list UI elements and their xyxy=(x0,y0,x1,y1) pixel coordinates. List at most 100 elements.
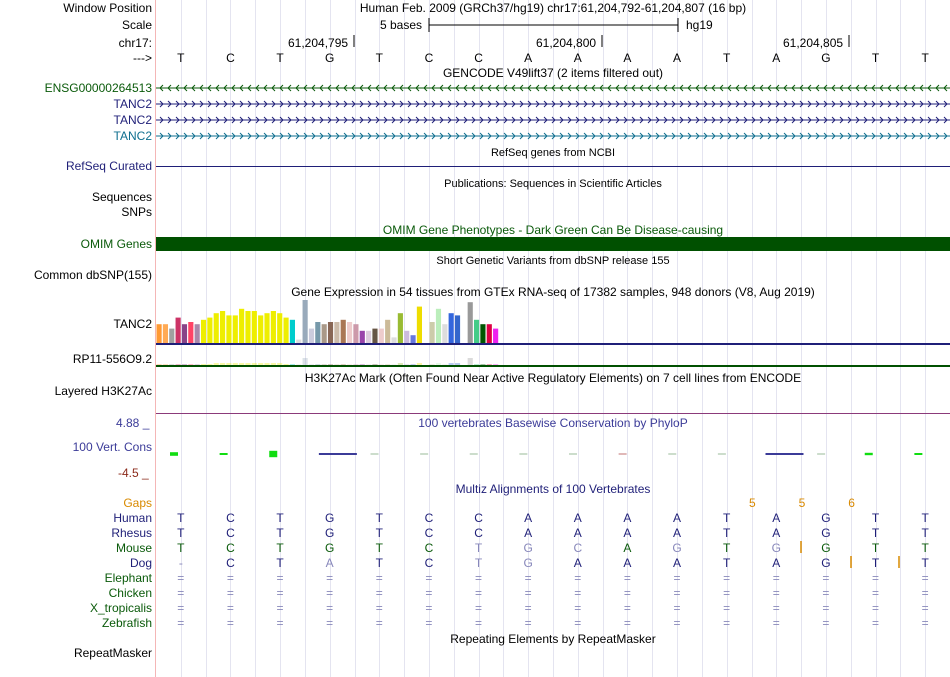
gtex-tissue-bar-gene2[interactable] xyxy=(289,364,295,365)
gtex-tissue-bar[interactable] xyxy=(315,322,321,344)
position-title[interactable]: Human Feb. 2009 (GRCh37/hg19) chr17:61,2… xyxy=(359,1,747,15)
publications-snps-label[interactable]: SNPs xyxy=(121,205,152,219)
gtex-tissue-bar-gene2[interactable] xyxy=(404,364,410,365)
phylop-score-bar[interactable] xyxy=(318,453,357,455)
refseq-title[interactable]: RefSeq genes from NCBI xyxy=(490,147,616,159)
gtex-tissue-bar-gene2[interactable] xyxy=(277,363,283,365)
gtex-tissue-bar-gene2[interactable] xyxy=(397,363,403,365)
gtex-tissue-bar-gene2[interactable] xyxy=(359,364,365,365)
gtex-tissue-bar[interactable] xyxy=(270,311,276,344)
gtex-tissue-bar[interactable] xyxy=(334,322,340,344)
gtex-tissue-bar[interactable] xyxy=(239,308,245,344)
gtex-tissue-bar-gene2[interactable] xyxy=(391,364,397,365)
gtex-tissue-bar-gene2[interactable] xyxy=(162,364,168,365)
gtex-tissue-bar[interactable] xyxy=(347,322,353,344)
gtex-tissue-bar-gene2[interactable] xyxy=(264,363,270,365)
dbsnp-label[interactable]: Common dbSNP(155) xyxy=(33,268,152,282)
gtex-tissue-bar[interactable] xyxy=(486,324,492,344)
gtex-tissue-bar-gene2[interactable] xyxy=(239,363,245,365)
gtex-title[interactable]: Gene Expression in 54 tissues from GTEx … xyxy=(291,285,815,299)
gtex-tissue-bar[interactable] xyxy=(454,315,461,344)
gtex-tissue-bar[interactable] xyxy=(181,324,188,344)
gtex-tissue-bar-gene2[interactable] xyxy=(315,364,321,365)
gtex-tissue-bar-gene2[interactable] xyxy=(270,363,276,365)
omim-feature-bar[interactable] xyxy=(156,237,950,251)
multiz-species-label[interactable]: X_tropicalis xyxy=(89,601,152,615)
gtex-tissue-bar[interactable] xyxy=(385,319,391,344)
phylop-score-bar[interactable] xyxy=(765,453,804,455)
gtex-tissue-bar[interactable] xyxy=(308,328,315,344)
gtex-tissue-bar-gene2[interactable] xyxy=(416,363,422,365)
gtex-tissue-bar[interactable] xyxy=(442,324,448,344)
gtex-tissue-bar-gene2[interactable] xyxy=(181,364,188,365)
repeatmasker-title[interactable]: Repeating Elements by RepeatMasker xyxy=(450,632,656,646)
phylop-score-bar[interactable] xyxy=(269,450,278,458)
gtex-tissue-bar-gene2[interactable] xyxy=(353,364,359,365)
gencode-transcript-label[interactable]: ENSG00000264513 xyxy=(44,81,152,95)
multiz-species-label[interactable]: Mouse xyxy=(115,541,152,555)
gtex-tissue-bar[interactable] xyxy=(245,311,251,344)
omim-title[interactable]: OMIM Gene Phenotypes - Dark Green Can Be… xyxy=(382,223,724,237)
gtex-tissue-bar[interactable] xyxy=(200,319,207,344)
gtex-tissue-bar[interactable] xyxy=(175,317,181,344)
phylop-score-bar[interactable] xyxy=(914,453,923,455)
gtex-tissue-bar-gene2[interactable] xyxy=(327,364,334,365)
gtex-tissue-bar-gene2[interactable] xyxy=(156,364,162,365)
gtex-tissue-bar[interactable] xyxy=(372,328,378,344)
multiz-species-label[interactable]: Rhesus xyxy=(111,526,152,540)
gtex-tissue-bar[interactable] xyxy=(353,324,359,344)
gtex-tissue-bar[interactable] xyxy=(416,306,422,344)
gtex-tissue-bar-gene2[interactable] xyxy=(213,363,219,365)
gtex-tissue-bar-gene2[interactable] xyxy=(321,364,327,365)
gtex-tissue-bar[interactable] xyxy=(397,313,403,344)
gtex-tissue-bar[interactable] xyxy=(169,328,175,344)
gtex-tissue-bar-gene2[interactable] xyxy=(448,363,454,365)
gtex-tissue-bar[interactable] xyxy=(296,339,302,344)
gtex-gene-label[interactable]: RP11-556O9.2 xyxy=(72,352,152,366)
gtex-tissue-bar[interactable] xyxy=(410,335,416,344)
gtex-tissue-bar[interactable] xyxy=(366,330,372,344)
gtex-tissue-bar[interactable] xyxy=(251,311,257,344)
gtex-tissue-bar-gene2[interactable] xyxy=(200,364,207,365)
gencode-transcript-line[interactable] xyxy=(156,114,950,126)
gtex-tissue-bar[interactable] xyxy=(448,313,454,344)
gtex-tissue-bar[interactable] xyxy=(391,337,397,344)
gtex-tissue-bar[interactable] xyxy=(289,319,295,344)
gtex-tissue-bar-gene2[interactable] xyxy=(493,364,499,365)
gtex-tissue-bar-gene2[interactable] xyxy=(302,358,308,365)
h3k27ac-label[interactable]: Layered H3K27Ac xyxy=(54,384,152,398)
gtex-tissue-bar[interactable] xyxy=(213,313,219,344)
multiz-species-label[interactable]: Elephant xyxy=(104,571,152,585)
phylop-title[interactable]: 100 vertebrates Basewise Conservation by… xyxy=(418,416,688,430)
gtex-tissue-bar[interactable] xyxy=(321,324,327,344)
h3k27ac-title[interactable]: H3K27Ac Mark (Often Found Near Active Re… xyxy=(304,371,802,385)
gtex-tissue-bar[interactable] xyxy=(258,315,264,344)
phylop-label[interactable]: 100 Vert. Cons xyxy=(72,440,152,454)
gtex-tissue-bar[interactable] xyxy=(480,324,486,344)
gtex-tissue-bar[interactable] xyxy=(232,315,238,344)
gtex-tissue-bar-gene2[interactable] xyxy=(232,363,238,365)
gtex-tissue-bar[interactable] xyxy=(327,322,334,344)
gtex-tissue-bar[interactable] xyxy=(162,324,168,344)
gencode-transcript-label[interactable]: TANC2 xyxy=(113,113,152,127)
multiz-species-label[interactable]: Zebrafish xyxy=(101,616,152,630)
gtex-tissue-bar[interactable] xyxy=(404,330,410,344)
phylop-chart[interactable] xyxy=(156,430,950,480)
multiz-species-label[interactable]: Dog xyxy=(129,556,152,570)
gtex-tissue-bar[interactable] xyxy=(467,302,473,344)
gtex-tissue-bar-gene2[interactable] xyxy=(435,363,442,365)
gtex-tissue-bar-gene2[interactable] xyxy=(474,364,480,365)
gtex-tissue-bar-gene2[interactable] xyxy=(334,364,340,365)
gencode-title[interactable]: GENCODE V49lift37 (2 items filtered out) xyxy=(442,66,664,80)
gtex-gene-label[interactable]: TANC2 xyxy=(113,317,152,331)
gencode-transcript-line[interactable] xyxy=(156,130,950,142)
gtex-tissue-bar[interactable] xyxy=(226,315,232,344)
gtex-tissue-bar-gene2[interactable] xyxy=(245,363,251,365)
gtex-tissue-bar-gene2[interactable] xyxy=(169,364,175,365)
phylop-score-bar[interactable] xyxy=(219,453,228,455)
gtex-tissue-bar[interactable] xyxy=(474,319,480,344)
gtex-tissue-bar-gene2[interactable] xyxy=(486,364,492,365)
multiz-species-label[interactable]: Human xyxy=(113,511,152,525)
gtex-tissue-bar-gene2[interactable] xyxy=(251,363,257,365)
gencode-transcript-line[interactable] xyxy=(156,98,950,110)
